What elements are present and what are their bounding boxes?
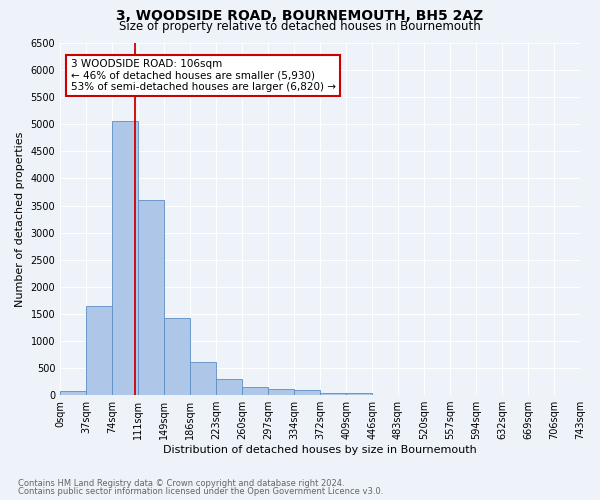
Bar [190,362,216,395]
Text: Contains HM Land Registry data © Crown copyright and database right 2024.: Contains HM Land Registry data © Crown c… [18,478,344,488]
Bar [164,318,190,395]
Text: Size of property relative to detached houses in Bournemouth: Size of property relative to detached ho… [119,20,481,33]
Bar [242,386,268,395]
Bar [86,306,112,395]
X-axis label: Distribution of detached houses by size in Bournemouth: Distribution of detached houses by size … [163,445,477,455]
Text: Contains public sector information licensed under the Open Government Licence v3: Contains public sector information licen… [18,487,383,496]
Text: 3, WOODSIDE ROAD, BOURNEMOUTH, BH5 2AZ: 3, WOODSIDE ROAD, BOURNEMOUTH, BH5 2AZ [116,9,484,23]
Bar [346,394,372,395]
Text: 3 WOODSIDE ROAD: 106sqm
← 46% of detached houses are smaller (5,930)
53% of semi: 3 WOODSIDE ROAD: 106sqm ← 46% of detache… [71,59,335,92]
Bar [216,378,242,395]
Bar [138,200,164,395]
Bar [268,389,294,395]
Bar [294,390,320,395]
Bar [60,391,86,395]
Y-axis label: Number of detached properties: Number of detached properties [15,132,25,306]
Bar [112,121,138,395]
Bar [320,392,346,395]
